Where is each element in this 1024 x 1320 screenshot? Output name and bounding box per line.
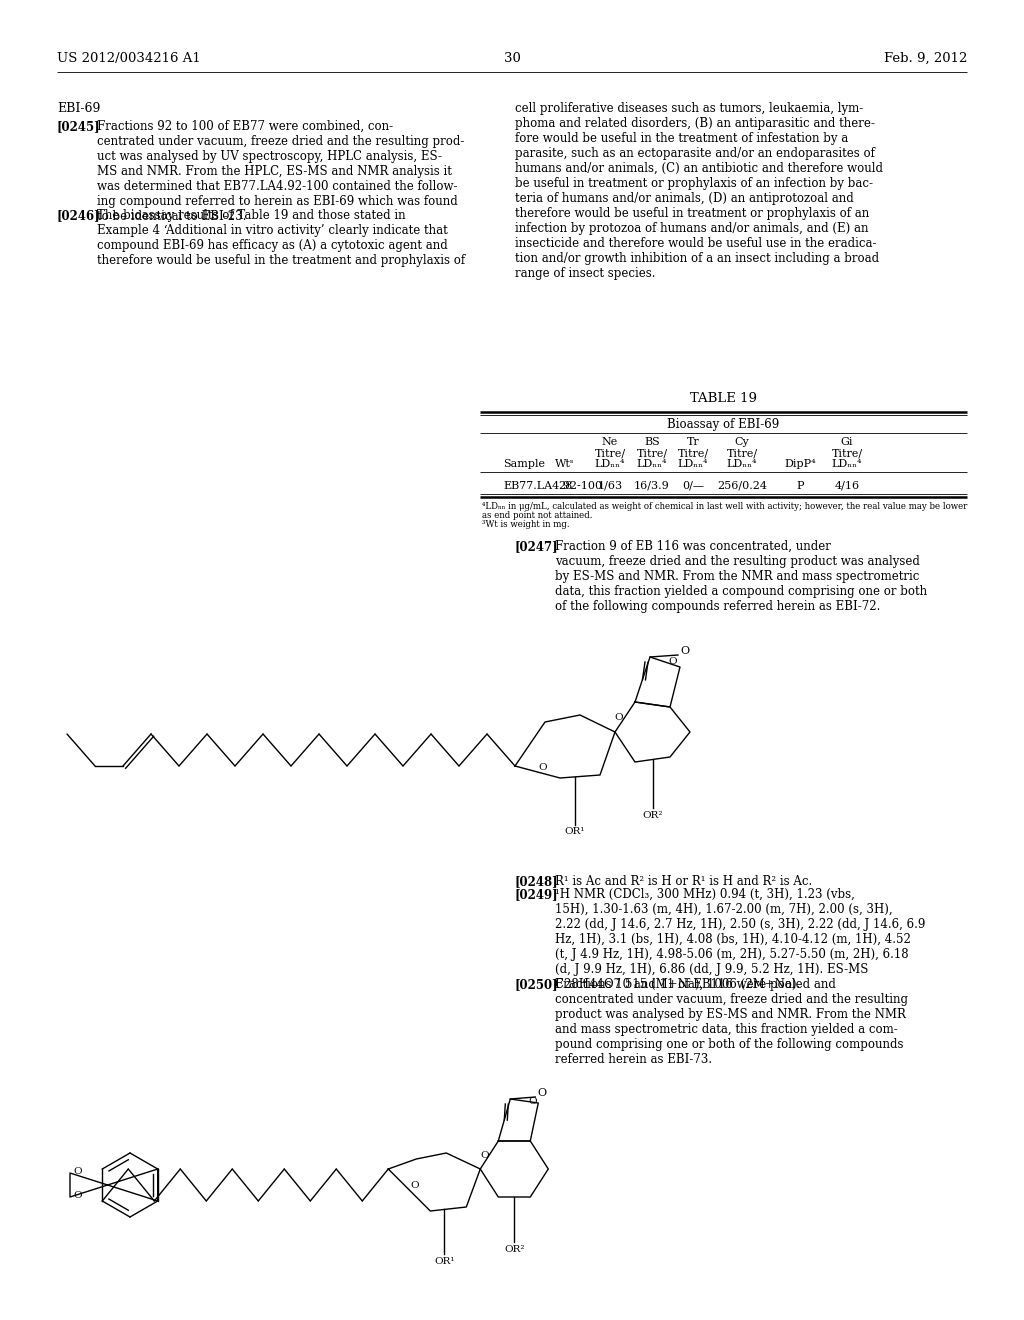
Text: 28: 28 (558, 480, 572, 491)
Text: LDₙₙ⁴: LDₙₙ⁴ (637, 459, 668, 469)
Text: ⁴LDₙₙ in μg/mL, calculated as weight of chemical in last well with activity; how: ⁴LDₙₙ in μg/mL, calculated as weight of … (482, 502, 968, 511)
Text: Titre/: Titre/ (637, 447, 668, 458)
Text: as end point not attained.: as end point not attained. (482, 511, 593, 520)
Text: LDₙₙ⁴: LDₙₙ⁴ (595, 459, 626, 469)
Text: 16/3.9: 16/3.9 (634, 480, 670, 491)
Text: O: O (528, 1097, 537, 1106)
Text: Bioassay of EBI-69: Bioassay of EBI-69 (668, 418, 779, 432)
Text: OR²: OR² (504, 1245, 524, 1254)
Text: [0245]: [0245] (57, 120, 100, 133)
Text: Titre/: Titre/ (678, 447, 709, 458)
Text: O: O (480, 1151, 488, 1159)
Text: Ne: Ne (602, 437, 618, 447)
Text: 0/—: 0/— (682, 480, 705, 491)
Text: [0247]: [0247] (515, 540, 559, 553)
Text: O: O (538, 1088, 547, 1098)
Text: P: P (797, 480, 804, 491)
Text: BS: BS (644, 437, 659, 447)
Text: Titre/: Titre/ (831, 447, 862, 458)
Text: Tr: Tr (687, 437, 699, 447)
Text: EBI-69: EBI-69 (57, 102, 100, 115)
Text: [0250]: [0250] (515, 978, 559, 991)
Text: Sample: Sample (503, 459, 545, 469)
Text: 4/16: 4/16 (835, 480, 859, 491)
Text: Gi: Gi (841, 437, 853, 447)
Text: [0249]: [0249] (515, 888, 559, 902)
Text: 256/0.24: 256/0.24 (717, 480, 767, 491)
Text: OR²: OR² (642, 810, 663, 820)
Text: EB77.LA4.92-100: EB77.LA4.92-100 (503, 480, 602, 491)
Text: Feb. 9, 2012: Feb. 9, 2012 (884, 51, 967, 65)
Text: [0248]: [0248] (515, 875, 559, 888)
Text: O: O (680, 645, 689, 656)
Text: ¹H NMR (CDCl₃, 300 MHz) 0.94 (t, 3H), 1.23 (vbs,
15H), 1.30-1.63 (m, 4H), 1.67-2: ¹H NMR (CDCl₃, 300 MHz) 0.94 (t, 3H), 1.… (555, 888, 926, 991)
Text: R¹ is Ac and R² is H or R¹ is H and R² is Ac.: R¹ is Ac and R² is H or R¹ is H and R² i… (555, 875, 812, 888)
Text: DipP⁴: DipP⁴ (784, 459, 816, 469)
Text: LDₙₙ⁴: LDₙₙ⁴ (831, 459, 862, 469)
Text: Titre/: Titre/ (726, 447, 758, 458)
Text: Cy: Cy (734, 437, 750, 447)
Text: O: O (410, 1181, 419, 1191)
Text: LDₙₙ⁴: LDₙₙ⁴ (678, 459, 709, 469)
Text: O: O (74, 1167, 82, 1176)
Text: O: O (539, 763, 547, 772)
Text: OR¹: OR¹ (565, 828, 586, 837)
Text: Wtˢ: Wtˢ (555, 459, 574, 469)
Text: O: O (669, 657, 677, 667)
Text: O: O (614, 713, 624, 722)
Text: TABLE 19: TABLE 19 (690, 392, 757, 405)
Text: OR¹: OR¹ (434, 1257, 455, 1266)
Text: The bioassay results of Table 19 and those stated in
Example 4 ‘Additional in vi: The bioassay results of Table 19 and tho… (97, 210, 465, 268)
Text: Fractions 92 to 100 of EB77 were combined, con-
centrated under vacuum, freeze d: Fractions 92 to 100 of EB77 were combine… (97, 120, 464, 223)
Text: Fraction 9 of EB 116 was concentrated, under
vacuum, freeze dried and the result: Fraction 9 of EB 116 was concentrated, u… (555, 540, 927, 612)
Text: US 2012/0034216 A1: US 2012/0034216 A1 (57, 51, 201, 65)
Text: Fractions 10 and 11 of EB116 were pooled and
concentrated under vacuum, freeze d: Fractions 10 and 11 of EB116 were pooled… (555, 978, 908, 1067)
Text: [0246]: [0246] (57, 210, 100, 222)
Text: 1/63: 1/63 (597, 480, 623, 491)
Text: O: O (74, 1192, 82, 1200)
Text: LDₙₙ⁴: LDₙₙ⁴ (727, 459, 758, 469)
Text: cell proliferative diseases such as tumors, leukaemia, lym-
phoma and related di: cell proliferative diseases such as tumo… (515, 102, 883, 280)
Text: Titre/: Titre/ (595, 447, 626, 458)
Text: ³Wt is weight in mg.: ³Wt is weight in mg. (482, 520, 569, 529)
Text: 30: 30 (504, 51, 520, 65)
